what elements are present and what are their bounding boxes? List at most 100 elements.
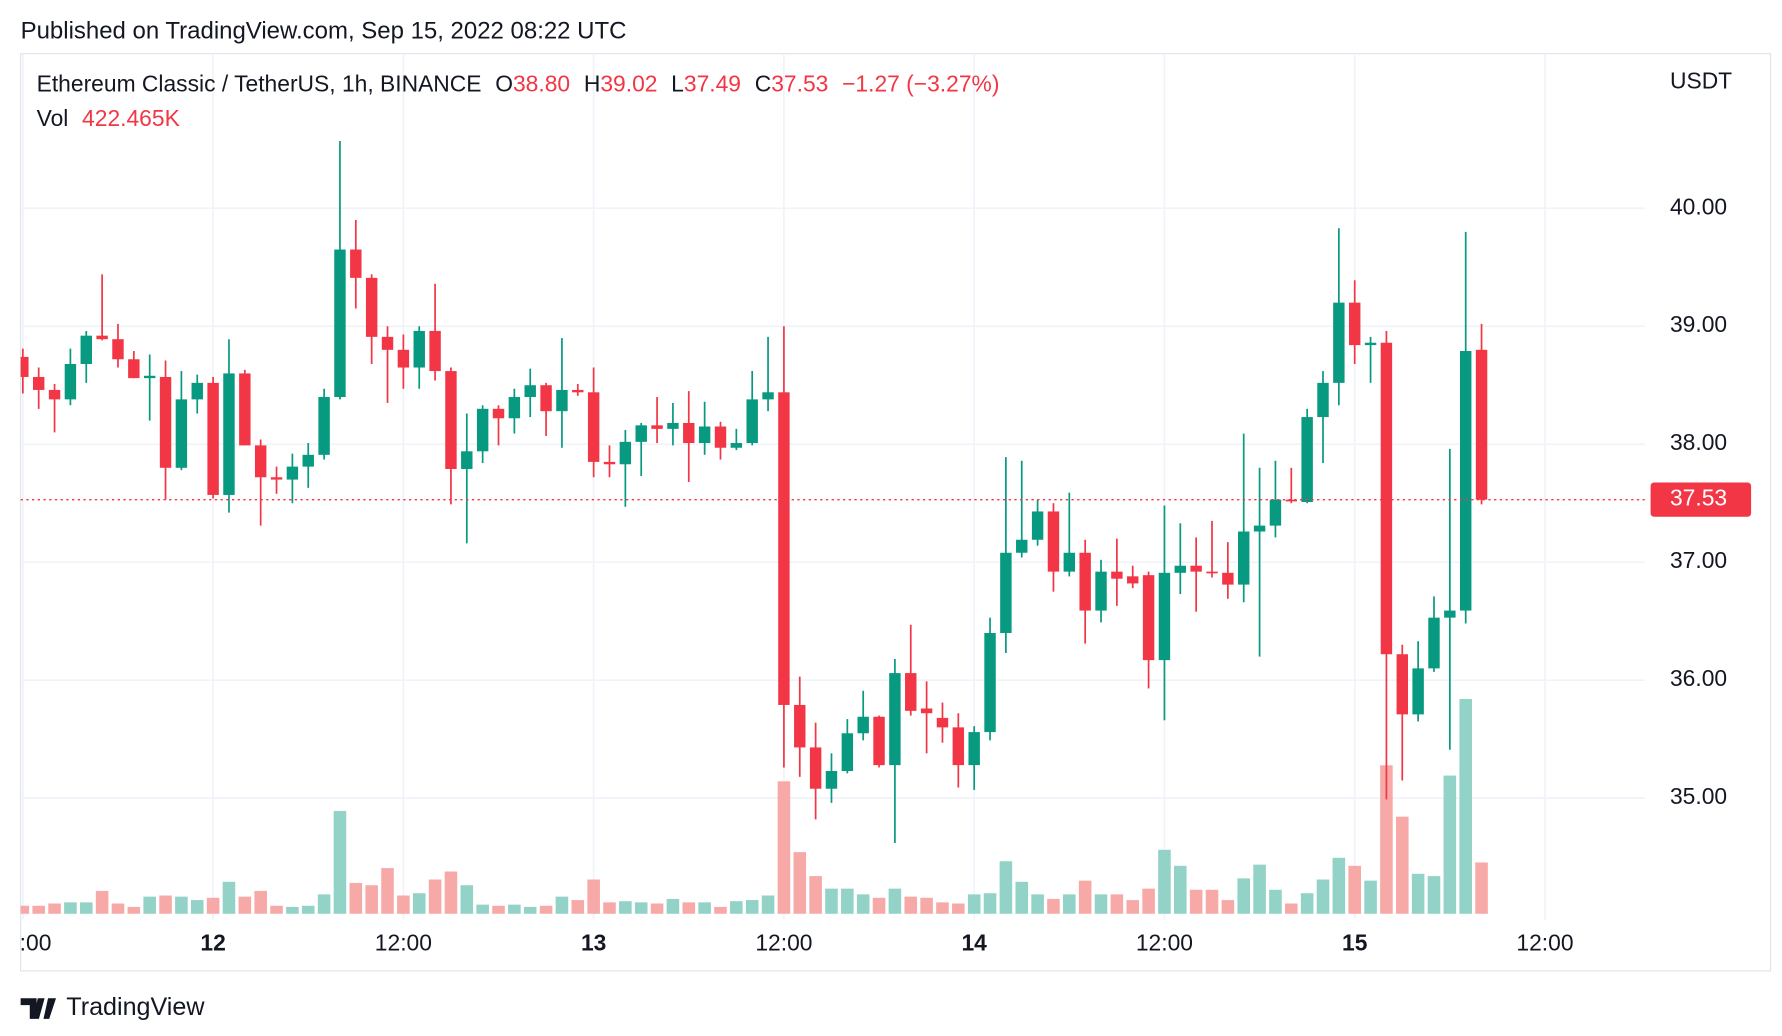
candle-body bbox=[825, 771, 838, 789]
volume-bar bbox=[1142, 888, 1155, 914]
last-price-box bbox=[1650, 482, 1752, 517]
volume-bar bbox=[1031, 894, 1044, 914]
candle-body bbox=[1475, 349, 1488, 500]
y-tick-label: 35.00 bbox=[1670, 783, 1727, 809]
volume-legend-name: Vol bbox=[37, 105, 69, 131]
volume-bar bbox=[48, 903, 61, 914]
legend-key: H bbox=[584, 71, 601, 97]
volume-bar bbox=[999, 861, 1013, 914]
candle-body bbox=[429, 330, 441, 372]
volume-bar bbox=[1300, 893, 1314, 914]
candle-body bbox=[1333, 302, 1345, 383]
candle-body bbox=[683, 422, 695, 444]
volume-bar bbox=[936, 902, 949, 914]
volume-bar bbox=[571, 900, 585, 914]
volume-legend-value: 422.465K bbox=[82, 105, 180, 131]
candle-body bbox=[746, 399, 758, 444]
candle-body bbox=[350, 249, 362, 278]
volume-bar bbox=[1411, 873, 1425, 914]
volume-bar bbox=[682, 902, 696, 914]
candle-body bbox=[64, 363, 77, 400]
candle-body bbox=[1127, 576, 1139, 584]
volume-bar bbox=[730, 901, 743, 914]
candle-body bbox=[778, 392, 790, 705]
volume-bar bbox=[254, 890, 267, 914]
candle-body bbox=[128, 359, 140, 379]
volume-bar bbox=[666, 898, 680, 914]
x-tick-label: 12:00 bbox=[1516, 930, 1573, 956]
volume-bar bbox=[1285, 903, 1298, 914]
legend-key: C bbox=[755, 71, 771, 97]
candle-body bbox=[20, 356, 29, 377]
volume-bar bbox=[301, 905, 315, 914]
volume-bar bbox=[1253, 864, 1266, 914]
volume-bar bbox=[476, 904, 489, 914]
x-tick-label: 12 bbox=[200, 930, 225, 956]
candle-body bbox=[540, 385, 552, 412]
volume-bar bbox=[222, 881, 236, 914]
candle-body bbox=[873, 716, 885, 766]
candle-body bbox=[1190, 565, 1202, 572]
volume-bar bbox=[1443, 775, 1457, 914]
volume-bar bbox=[444, 871, 458, 914]
y-tick-label: 38.00 bbox=[1670, 429, 1727, 455]
candle-body bbox=[508, 397, 521, 419]
volume-bar bbox=[920, 897, 933, 914]
volume-bar bbox=[650, 903, 664, 914]
volume-bar bbox=[238, 896, 252, 914]
volume-bar bbox=[841, 888, 854, 914]
volume-bar bbox=[492, 905, 505, 914]
volume-bar bbox=[1395, 816, 1409, 914]
candle-body bbox=[1095, 571, 1107, 611]
candle-body bbox=[1222, 572, 1234, 585]
candle-body bbox=[1047, 511, 1060, 572]
candle-body bbox=[1380, 342, 1393, 655]
candle-body bbox=[841, 733, 854, 772]
candle-body bbox=[667, 422, 679, 429]
volume-bar bbox=[190, 900, 204, 914]
candle-body bbox=[524, 385, 536, 398]
volume-bar bbox=[79, 902, 93, 914]
footer-logo: TradingView bbox=[20, 993, 205, 1021]
volume-bar bbox=[1221, 900, 1235, 914]
volume-bar bbox=[1110, 894, 1124, 914]
volume-bar bbox=[508, 904, 521, 914]
volume-bar bbox=[619, 901, 632, 914]
volume-bar bbox=[460, 885, 474, 914]
candle-body bbox=[936, 717, 949, 728]
candle-body bbox=[952, 727, 965, 766]
volume-bar bbox=[809, 876, 822, 914]
volume-bar bbox=[745, 900, 759, 914]
volume-bar bbox=[1094, 894, 1108, 914]
volume-bar bbox=[1459, 699, 1472, 914]
candle-body bbox=[1349, 302, 1361, 346]
volume-bar bbox=[888, 888, 902, 914]
candle-body bbox=[159, 376, 172, 468]
volume-bar bbox=[872, 897, 886, 914]
volume-bar bbox=[127, 906, 141, 914]
candle-body bbox=[1269, 499, 1282, 526]
candle-body bbox=[80, 335, 92, 364]
volume-bar bbox=[365, 885, 378, 914]
candle-body bbox=[1253, 525, 1266, 532]
logo-icon bbox=[20, 998, 57, 1019]
candle-body bbox=[889, 673, 901, 766]
candle-body bbox=[1285, 499, 1298, 502]
volume-bar bbox=[286, 906, 299, 914]
volume-bar bbox=[1348, 865, 1361, 914]
volume-bar bbox=[349, 882, 363, 914]
volume-bar bbox=[95, 890, 109, 914]
candle-body bbox=[635, 425, 647, 442]
x-tick-label: 15 bbox=[1342, 930, 1368, 956]
volume-bar bbox=[1332, 857, 1346, 914]
volume-legend: Vol 422.465K bbox=[37, 105, 180, 131]
x-tick-label: 12:00 bbox=[375, 930, 432, 956]
volume-bar bbox=[1158, 849, 1171, 914]
legend-value: 37.53 bbox=[771, 71, 828, 97]
candle-body bbox=[365, 277, 378, 337]
candle-body bbox=[603, 461, 616, 465]
x-tick-label: 12:00 bbox=[1136, 930, 1193, 956]
candle-body bbox=[175, 399, 188, 468]
y-tick-label: 37.00 bbox=[1670, 547, 1727, 573]
